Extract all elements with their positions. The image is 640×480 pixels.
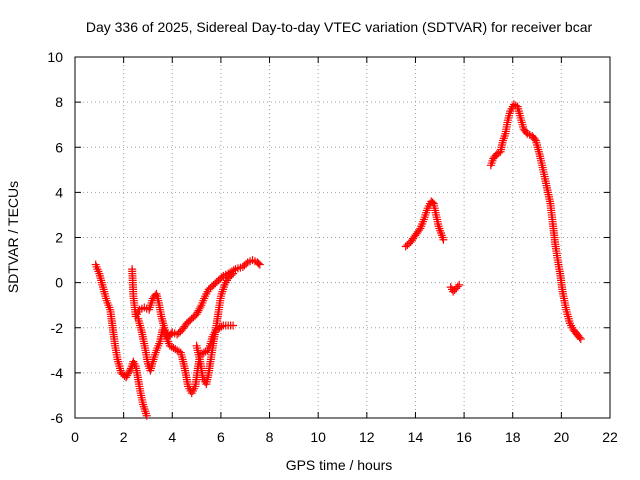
x-tick-label: 2 xyxy=(120,429,128,445)
y-tick-label: -6 xyxy=(51,410,64,426)
x-tick-label: 18 xyxy=(505,429,521,445)
y-tick-label: 4 xyxy=(55,184,63,200)
y-tick-label: 2 xyxy=(55,230,63,246)
x-tick-label: 20 xyxy=(554,429,570,445)
sdtvar-scatter-chart: Day 336 of 2025, Sidereal Day-to-day VTE… xyxy=(0,0,640,480)
y-tick-label: 8 xyxy=(55,94,63,110)
x-tick-label: 14 xyxy=(408,429,424,445)
x-tick-label: 8 xyxy=(266,429,274,445)
y-tick-label: -4 xyxy=(51,365,64,381)
x-axis-label: GPS time / hours xyxy=(286,457,393,473)
x-tick-label: 0 xyxy=(71,429,79,445)
y-tick-label: 6 xyxy=(55,139,63,155)
x-tick-label: 6 xyxy=(217,429,225,445)
y-tick-label: 10 xyxy=(47,49,63,65)
chart-title: Day 336 of 2025, Sidereal Day-to-day VTE… xyxy=(86,19,593,35)
y-tick-label: -2 xyxy=(51,320,64,336)
y-axis-label: SDTVAR / TECUs xyxy=(5,181,21,293)
chart-background xyxy=(0,0,640,480)
x-tick-label: 22 xyxy=(602,429,618,445)
x-tick-label: 10 xyxy=(310,429,326,445)
y-tick-label: 0 xyxy=(55,275,63,291)
x-tick-label: 12 xyxy=(359,429,375,445)
x-tick-label: 16 xyxy=(456,429,472,445)
x-tick-label: 4 xyxy=(168,429,176,445)
